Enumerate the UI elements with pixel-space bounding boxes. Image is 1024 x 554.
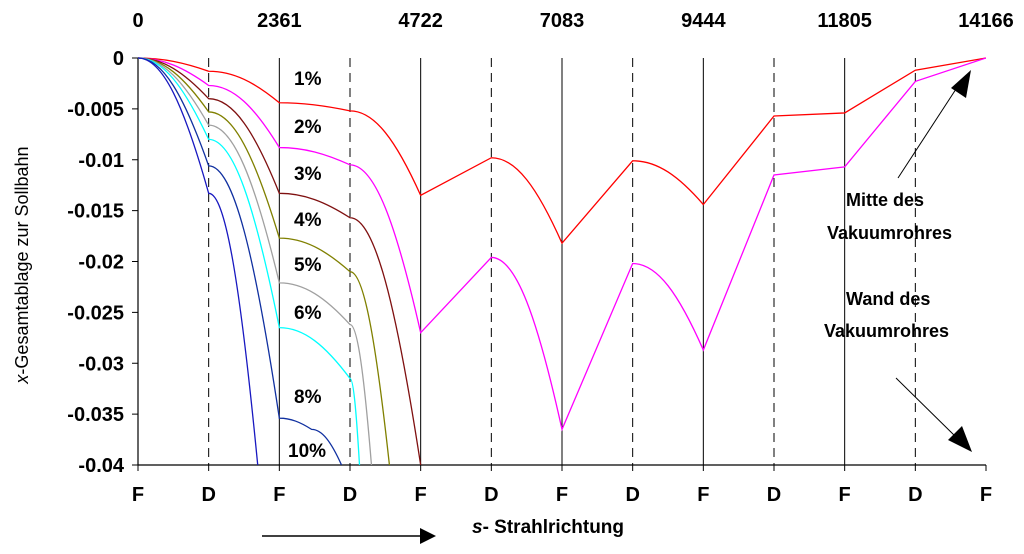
y-tick-label: -0.01: [78, 150, 124, 172]
bottom-tick-label: F: [415, 484, 427, 506]
bottom-tick-label: D: [484, 484, 498, 506]
top-tick-label: 11805: [817, 10, 872, 32]
annotation-center: Mitte des Vakuumrohres: [827, 70, 971, 243]
top-tick-label: 2361: [257, 10, 302, 32]
bottom-tick-label: F: [980, 484, 992, 506]
series-line: [138, 57, 986, 245]
series-lines: [138, 57, 986, 465]
y-tick-label: -0.025: [67, 302, 124, 324]
top-tick-label: 7083: [540, 10, 585, 32]
series-line: [138, 57, 986, 432]
bottom-tick-label: F: [556, 484, 568, 506]
arrowhead-icon: [951, 70, 971, 98]
curve-label: 4%: [294, 210, 322, 231]
bottom-tick-label: D: [625, 484, 639, 506]
y-tick-label: -0.04: [78, 455, 124, 477]
x-axis-label: s- Strahlrichtung: [472, 517, 624, 538]
series-line: [138, 57, 422, 465]
y-tick-label: -0.03: [78, 353, 124, 375]
svg-text:s- Strahlrichtung: s- Strahlrichtung: [472, 517, 624, 538]
bottom-tick-label: D: [767, 484, 781, 506]
curve-label: 5%: [294, 255, 322, 276]
y-axis-label: x-Gesamtablage zur Sollbahn: [12, 146, 32, 384]
curve-labels: 1% 2% 3% 4% 5% 6% 8% 10%: [288, 69, 326, 462]
grid-lines: [208, 58, 916, 465]
curve-label: 3%: [294, 164, 322, 185]
bottom-tick-label: D: [343, 484, 357, 506]
bottom-tick-label: F: [839, 484, 851, 506]
top-tick-label: 0: [132, 10, 143, 32]
bottom-tick-label: F: [273, 484, 285, 506]
y-tick-label: 0: [113, 48, 124, 70]
bottom-tick-label: F: [697, 484, 709, 506]
svg-text:Vakuumrohres: Vakuumrohres: [824, 321, 949, 341]
svg-text:Mitte des: Mitte des: [846, 190, 924, 210]
curve-label: 1%: [294, 69, 322, 90]
curve-label: 6%: [294, 303, 322, 324]
top-tick-label: 4722: [398, 10, 443, 32]
direction-arrow: [262, 528, 436, 544]
axes: [132, 57, 987, 471]
y-tick-label: -0.035: [67, 404, 124, 426]
arrowhead-icon: [948, 426, 972, 452]
annotation-wall-arrow: [895, 377, 958, 439]
svg-text:Vakuumrohres: Vakuumrohres: [827, 223, 952, 243]
svg-text:Wand des: Wand des: [846, 289, 930, 309]
series-line: [138, 57, 373, 465]
curve-label: 8%: [294, 387, 322, 408]
y-tick-label: -0.02: [78, 252, 124, 274]
series-line: [138, 57, 343, 465]
tick-labels: 0 -0.005 -0.01 -0.015 -0.02 -0.025 -0.03 -0.035…: [67, 10, 1014, 506]
bottom-tick-label: D: [201, 484, 215, 506]
y-tick-label: -0.005: [67, 99, 124, 121]
annotation-wall: Wand des Vakuumrohres: [824, 289, 972, 452]
y-tick-label: -0.015: [67, 201, 124, 223]
annotation-center-arrow: [897, 85, 959, 179]
series-line: [138, 57, 361, 465]
top-tick-label: 9444: [681, 10, 726, 32]
bottom-tick-label: F: [132, 484, 144, 506]
top-tick-label: 14166: [958, 10, 1014, 32]
series-line: [138, 57, 391, 465]
bottom-tick-label: D: [908, 484, 922, 506]
series-line: [138, 57, 259, 465]
curve-label: 10%: [288, 441, 326, 462]
curve-label: 2%: [294, 117, 322, 138]
